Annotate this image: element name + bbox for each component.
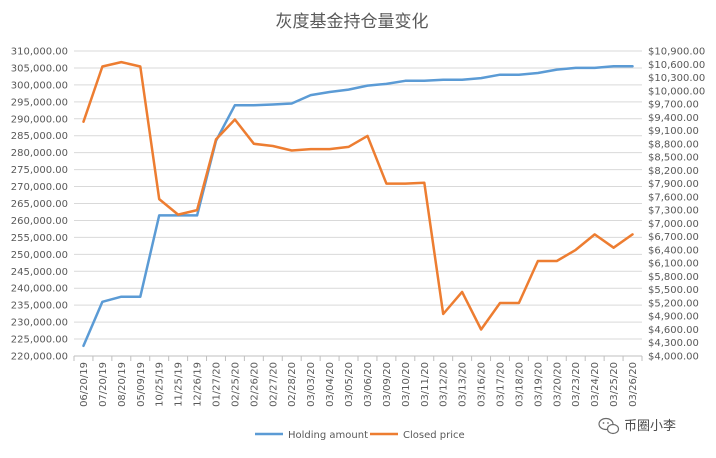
series-line-closed-price [82, 60, 634, 331]
right-tick-label: $5,500.00 [648, 285, 699, 296]
x-tick-label: 03/09/20 [382, 362, 393, 407]
x-tick-label: 03/06/20 [363, 362, 374, 407]
left-tick-label: 225,000.00 [11, 335, 68, 346]
left-tick-label: 305,000.00 [11, 63, 68, 74]
right-tick-label: $9,700.00 [648, 100, 699, 111]
x-tick-label: 08/20/19 [117, 362, 128, 407]
right-tick-label: $7,900.00 [648, 179, 699, 190]
x-tick-label: 03/03/20 [306, 362, 317, 407]
right-tick-label: $4,300.00 [648, 338, 699, 349]
x-tick-label: 12/26/19 [193, 362, 204, 407]
right-tick-label: $4,900.00 [648, 312, 699, 323]
legend: Holding amount Closed price [255, 430, 465, 441]
x-tick-label: 11/25/19 [174, 362, 185, 407]
wechat-icon [598, 417, 620, 435]
right-axis: $4,000.00 $4,300.00 $4,600.00 $4,900.00 $5,2… [648, 47, 705, 363]
x-tick-label: 01/27/20 [212, 362, 223, 407]
legend-label-closed-price: Closed price [403, 430, 465, 441]
left-tick-label: 240,000.00 [11, 284, 68, 295]
x-tick-label: 03/25/20 [609, 362, 620, 407]
x-tick-label: 03/17/20 [496, 362, 507, 407]
left-tick-label: 295,000.00 [11, 97, 68, 108]
right-tick-label: $5,200.00 [648, 298, 699, 309]
x-tick-label: 10/25/19 [155, 362, 166, 407]
legend-label-holding-amount: Holding amount [288, 430, 368, 441]
left-tick-label: 220,000.00 [11, 352, 68, 363]
right-tick-label: $7,600.00 [648, 192, 699, 203]
right-tick-label: $4,600.00 [648, 325, 699, 336]
right-tick-label: $7,000.00 [648, 219, 699, 230]
right-tick-label: $8,200.00 [648, 166, 699, 177]
x-tick-label: 03/24/20 [590, 362, 601, 407]
x-tick-label: 03/18/20 [514, 362, 525, 407]
left-tick-label: 235,000.00 [11, 301, 68, 312]
left-tick-label: 245,000.00 [11, 267, 68, 278]
right-tick-label: $7,300.00 [648, 206, 699, 217]
x-tick-label: 02/27/20 [268, 362, 279, 407]
right-tick-label: $6,100.00 [648, 259, 699, 270]
left-tick-label: 250,000.00 [11, 250, 68, 261]
x-tick-label: 02/25/20 [230, 362, 241, 407]
x-tick-label: 02/26/20 [249, 362, 260, 407]
right-tick-label: $6,700.00 [648, 232, 699, 243]
left-tick-label: 310,000.00 [11, 47, 68, 58]
watermark: 币圈小李 [598, 417, 676, 435]
series-layer [82, 60, 634, 348]
series-line-holding-amount [82, 65, 634, 348]
left-tick-label: 300,000.00 [11, 80, 68, 91]
x-tick-label: 03/19/20 [533, 362, 544, 407]
left-tick-label: 255,000.00 [11, 233, 68, 244]
x-axis: 06/20/19 07/20/19 08/20/19 05/09/19 10/25/19… [73, 355, 643, 407]
left-tick-label: 270,000.00 [11, 182, 68, 193]
left-tick-label: 290,000.00 [11, 114, 68, 125]
x-tick-label: 03/11/20 [420, 362, 431, 407]
left-tick-label: 260,000.00 [11, 216, 68, 227]
right-tick-label: $8,800.00 [648, 139, 699, 150]
x-tick-label: 06/20/19 [79, 362, 90, 407]
right-tick-label: $10,000.00 [648, 86, 705, 97]
left-tick-label: 265,000.00 [11, 199, 68, 210]
gridlines [74, 50, 642, 357]
x-tick-label: 03/13/20 [458, 362, 469, 407]
x-tick-label: 03/26/20 [628, 362, 639, 407]
left-axis: 220,000.00 225,000.00 230,000.00 235,000.00… [11, 47, 68, 363]
right-tick-label: $8,500.00 [648, 153, 699, 164]
right-tick-label: $10,900.00 [648, 47, 705, 58]
x-tick-label: 02/28/20 [287, 362, 298, 407]
right-tick-label: $9,100.00 [648, 126, 699, 137]
left-tick-label: 280,000.00 [11, 148, 68, 159]
chart-title: 灰度基金持仓量变化 [276, 12, 429, 32]
x-tick-label: 03/16/20 [477, 362, 488, 407]
right-tick-label: $10,300.00 [648, 73, 705, 84]
x-tick-label: 03/20/20 [552, 362, 563, 407]
right-tick-label: $9,400.00 [648, 113, 699, 124]
left-tick-label: 275,000.00 [11, 165, 68, 176]
right-tick-label: $4,000.00 [648, 352, 699, 363]
x-tick-label: 03/12/20 [439, 362, 450, 407]
right-tick-label: $10,600.00 [648, 60, 705, 71]
x-tick-label: 05/09/19 [136, 362, 147, 407]
x-tick-label: 03/23/20 [571, 362, 582, 407]
left-tick-label: 285,000.00 [11, 131, 68, 142]
right-tick-label: $6,400.00 [648, 245, 699, 256]
x-tick-label: 03/10/20 [401, 362, 412, 407]
watermark-text: 币圈小李 [624, 419, 676, 434]
right-tick-label: $5,800.00 [648, 272, 699, 283]
left-tick-label: 230,000.00 [11, 318, 68, 329]
x-tick-label: 03/05/20 [344, 362, 355, 407]
x-tick-label: 07/20/19 [98, 362, 109, 407]
x-tick-label: 03/04/20 [325, 362, 336, 407]
